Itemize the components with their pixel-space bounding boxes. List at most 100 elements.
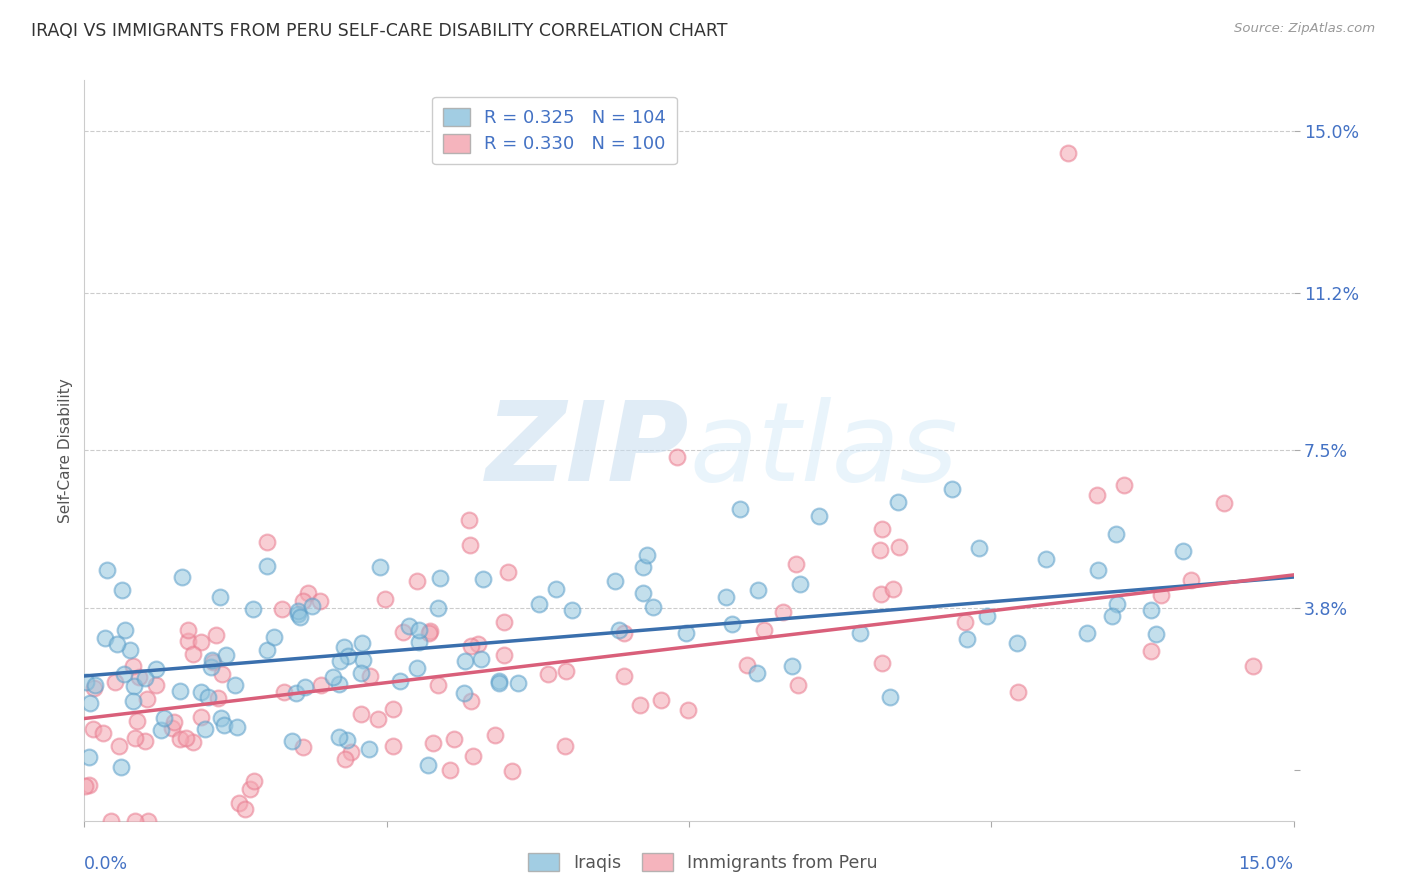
Point [470,652,492,666]
Point [613,626,636,640]
Point [416,758,439,772]
Point [1213,495,1236,509]
Point [285,686,308,700]
Point [280,733,302,747]
Point [150,723,173,737]
Point [111,583,134,598]
Point [83,681,105,696]
Point [419,624,441,638]
Point [127,714,149,728]
Point [889,540,911,554]
Point [190,684,212,698]
Point [75,779,97,793]
Point [256,534,278,549]
Point [1150,588,1173,602]
Point [212,718,235,732]
Point [1035,552,1057,566]
Point [1171,543,1194,558]
Point [340,745,363,759]
Point [426,601,449,615]
Point [408,623,430,637]
Point [273,684,295,698]
Point [1140,644,1163,658]
Point [496,565,519,579]
Point [176,731,198,745]
Point [426,678,449,692]
Legend: R = 0.325   N = 104, R = 0.330   N = 100: R = 0.325 N = 104, R = 0.330 N = 100 [432,96,678,164]
Point [786,677,808,691]
Point [336,733,359,747]
Point [374,592,396,607]
Point [122,659,145,673]
Point [641,600,664,615]
Point [134,671,156,685]
Point [506,676,529,690]
Point [359,741,381,756]
Point [169,732,191,747]
Point [77,778,100,792]
Point [169,684,191,698]
Point [350,665,373,680]
Point [603,574,626,588]
Point [460,640,482,654]
Point [301,599,323,614]
Point [1056,145,1078,160]
Point [190,634,212,648]
Text: atlas: atlas [689,397,957,504]
Point [226,720,249,734]
Point [453,686,475,700]
Point [676,703,699,717]
Point [79,696,101,710]
Point [967,541,990,556]
Point [458,513,481,527]
Point [190,710,212,724]
Point [408,635,430,649]
Point [183,734,205,748]
Point [333,752,356,766]
Point [869,587,891,601]
Point [294,681,316,695]
Point [322,670,344,684]
Y-axis label: Self-Care Disability: Self-Care Disability [58,378,73,523]
Legend: Iraqis, Immigrants from Peru: Iraqis, Immigrants from Peru [522,847,884,879]
Point [382,739,405,754]
Point [418,625,440,640]
Point [1076,626,1098,640]
Point [350,636,373,650]
Text: Source: ZipAtlas.com: Source: ZipAtlas.com [1234,22,1375,36]
Point [382,702,405,716]
Point [789,577,811,591]
Point [134,733,156,747]
Point [367,712,389,726]
Point [337,649,360,664]
Point [976,609,998,624]
Point [297,586,319,600]
Point [93,631,115,645]
Point [162,721,184,735]
Point [1105,527,1128,541]
Point [288,610,311,624]
Point [242,602,264,616]
Point [108,739,131,753]
Point [200,653,222,667]
Text: ZIP: ZIP [485,397,689,504]
Point [291,740,314,755]
Point [328,677,350,691]
Point [454,654,477,668]
Point [329,654,352,668]
Point [121,694,143,708]
Point [82,722,104,736]
Point [120,642,142,657]
Point [953,615,976,629]
Point [785,557,807,571]
Text: 0.0%: 0.0% [84,855,128,872]
Point [869,543,891,558]
Point [613,669,636,683]
Point [311,678,333,692]
Point [152,711,174,725]
Point [735,658,758,673]
Point [136,692,159,706]
Point [460,694,482,708]
Point [291,593,314,607]
Point [650,693,672,707]
